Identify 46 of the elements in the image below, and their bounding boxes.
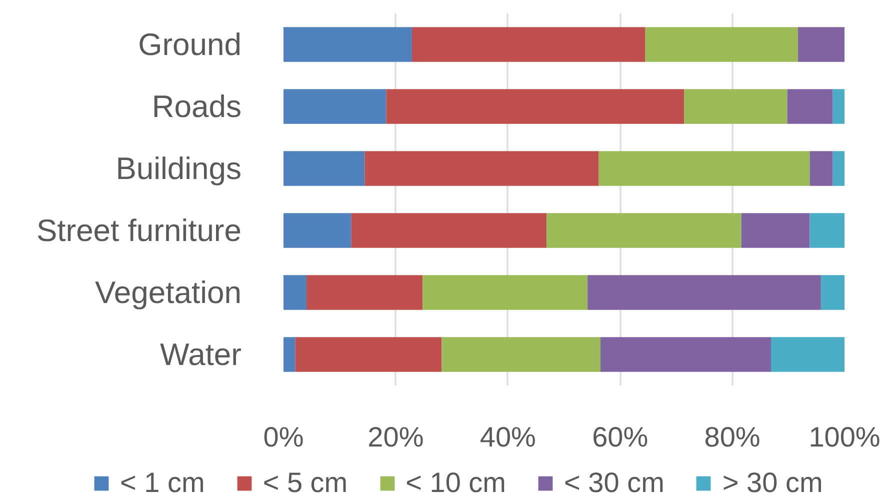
bar [351, 213, 547, 248]
x-tick-label: 20% [368, 422, 424, 452]
bar [684, 89, 788, 124]
bar [284, 213, 352, 248]
legend-label: < 1 cm [120, 467, 205, 499]
bar [442, 337, 600, 372]
bar [284, 275, 306, 310]
y-tick-label: Vegetation [94, 275, 242, 310]
legend-label: < 5 cm [262, 467, 348, 499]
bar [422, 275, 588, 310]
bar [306, 275, 423, 310]
x-tick-label: 80% [704, 422, 760, 452]
bar [787, 89, 833, 124]
y-tick-label: Buildings [116, 151, 242, 186]
legend-label: < 30 cm [564, 467, 664, 499]
bar [284, 89, 386, 124]
x-tick-label: 0% [263, 422, 304, 452]
bar [600, 337, 772, 372]
bar [820, 275, 844, 310]
x-tick-label: 40% [480, 422, 536, 452]
bar [832, 151, 844, 186]
bar [588, 275, 821, 310]
bar [295, 337, 442, 372]
bar [284, 27, 412, 62]
bar [598, 151, 810, 186]
x-tick-label: 100% [808, 422, 880, 452]
y-tick-label: Ground [138, 27, 242, 62]
y-tick-label: Street furniture [36, 213, 242, 248]
bar [284, 151, 365, 186]
y-tick-label: Roads [152, 89, 242, 124]
bar [810, 151, 833, 186]
bar [364, 151, 599, 186]
bar [412, 27, 646, 62]
legend-label: < 10 cm [406, 467, 506, 499]
bar [386, 89, 684, 124]
x-tick-label: 60% [592, 422, 648, 452]
bar [741, 213, 810, 248]
bar [771, 337, 844, 372]
legend-label: > 30 cm [722, 467, 823, 499]
bar [284, 337, 296, 372]
bar [645, 27, 798, 62]
bar [810, 213, 844, 248]
bar [832, 89, 844, 124]
bar [546, 213, 742, 248]
y-tick-label: Water [160, 337, 242, 372]
bar [798, 27, 844, 62]
